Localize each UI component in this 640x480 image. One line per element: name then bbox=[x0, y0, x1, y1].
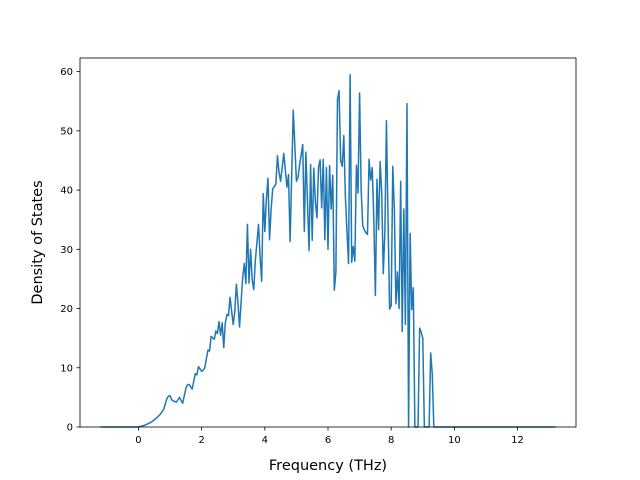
y-axis-label: Density of States bbox=[30, 180, 46, 304]
y-tick-label: 0 bbox=[67, 423, 73, 434]
x-tick-label: 0 bbox=[135, 435, 141, 446]
x-tick-label: 4 bbox=[262, 435, 268, 446]
x-tick-label: 6 bbox=[325, 435, 331, 446]
series-line-0 bbox=[100, 73, 556, 428]
x-tick-label: 2 bbox=[198, 435, 204, 446]
plot-frame bbox=[79, 57, 577, 428]
y-tick-label: 30 bbox=[60, 245, 73, 256]
x-axis-label: Frequency (THz) bbox=[269, 458, 387, 474]
y-tick-label: 20 bbox=[60, 304, 73, 315]
plot-area bbox=[100, 73, 556, 428]
x-tick-label: 12 bbox=[511, 435, 524, 446]
y-axis: 0 10 20 30 40 50 60 bbox=[60, 67, 80, 434]
y-tick-label: 40 bbox=[60, 186, 73, 197]
x-tick-label: 8 bbox=[388, 435, 394, 446]
y-tick-label: 50 bbox=[60, 126, 73, 137]
x-tick-label: 10 bbox=[448, 435, 461, 446]
y-tick-label: 60 bbox=[60, 67, 73, 78]
x-axis: 0 2 4 6 8 10 12 bbox=[135, 427, 524, 446]
y-tick-label: 10 bbox=[60, 363, 73, 374]
